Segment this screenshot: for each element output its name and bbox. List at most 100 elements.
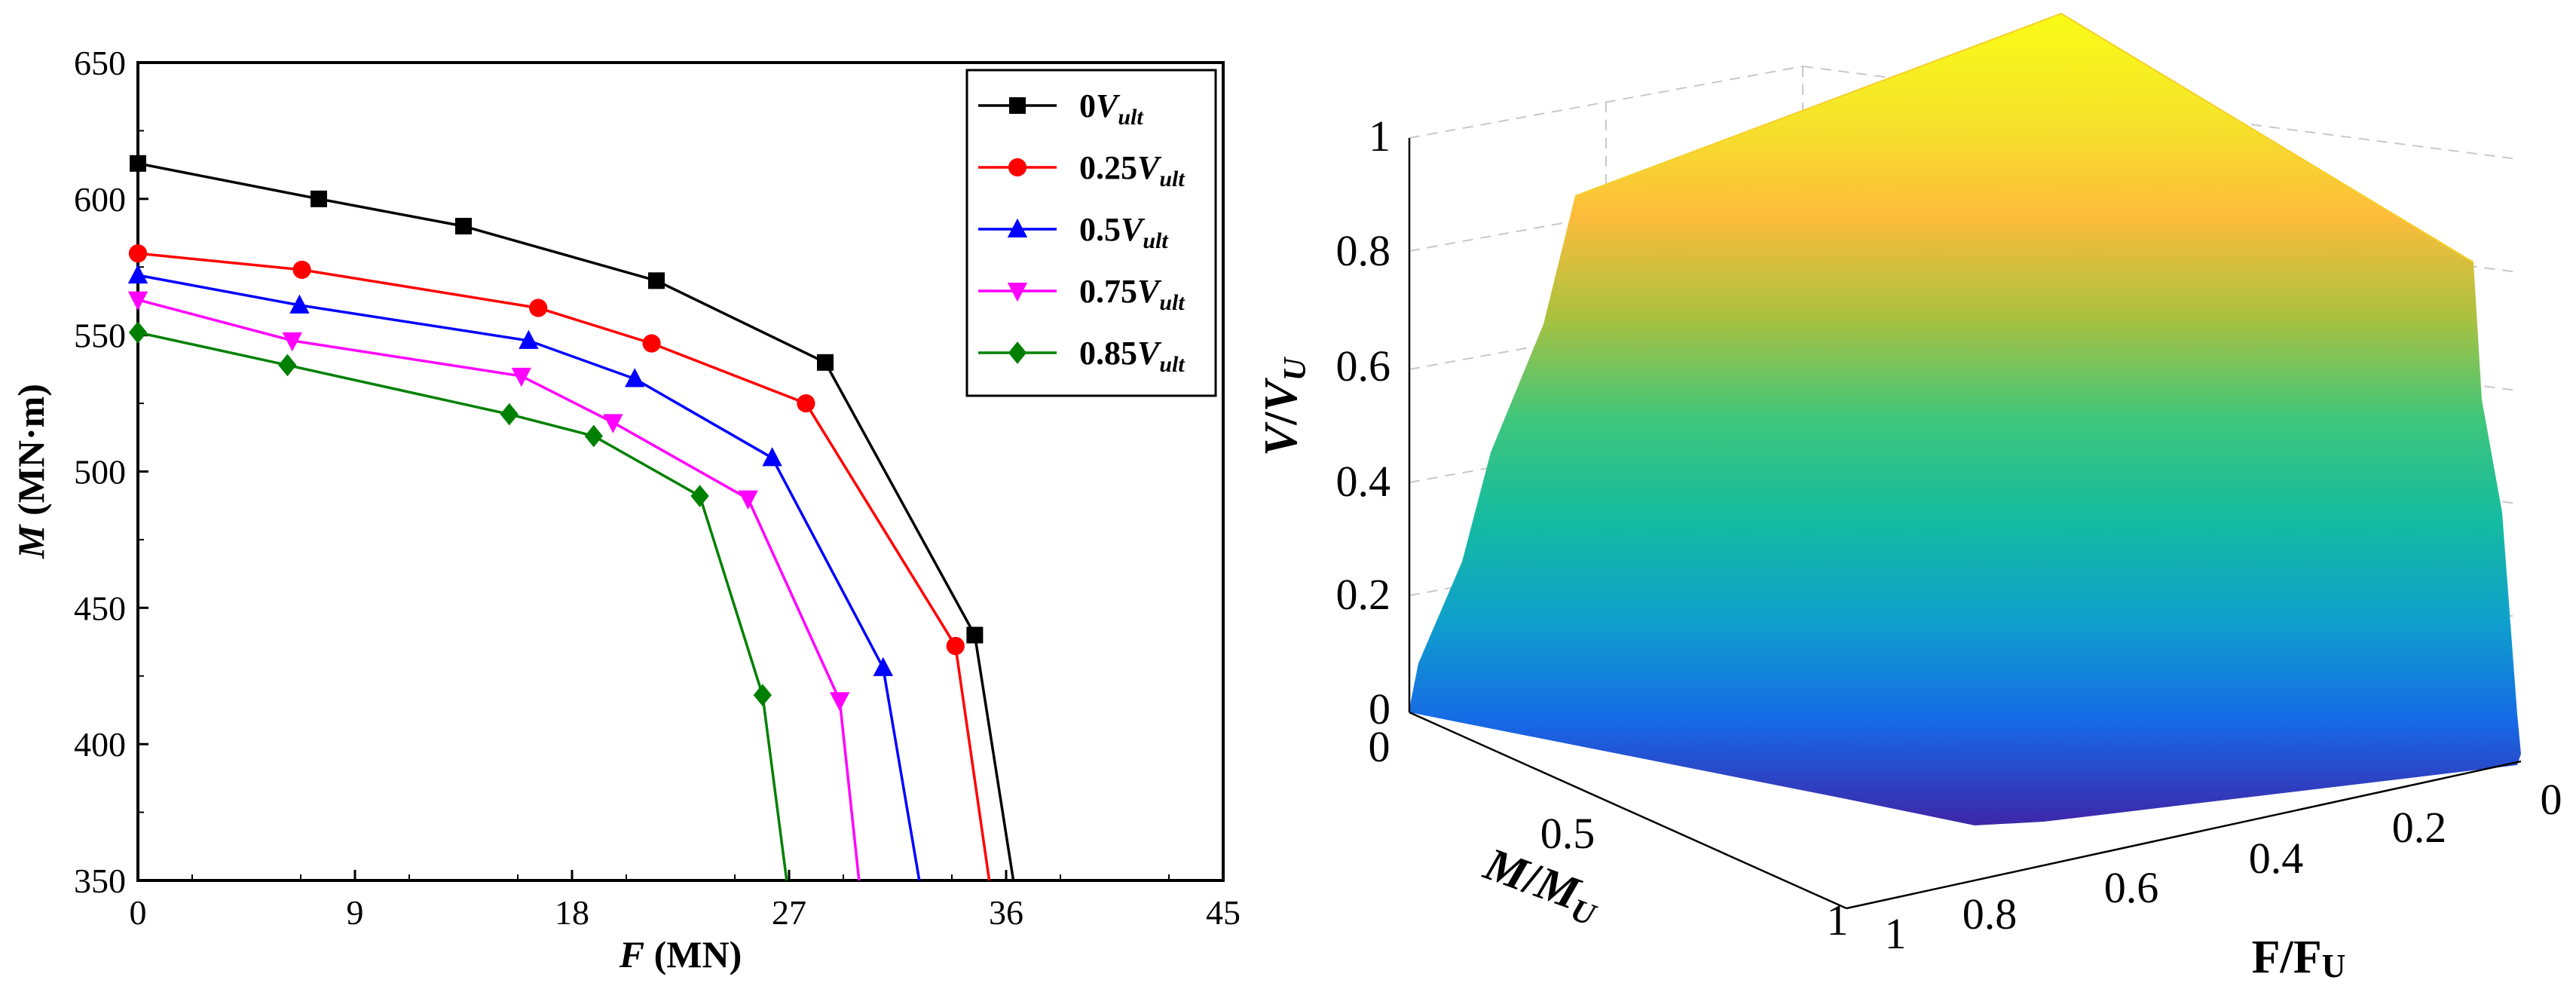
f-axis-label: F/FU (2252, 932, 2346, 984)
y-tick-label: 500 (74, 453, 126, 491)
surface-top-edge (1574, 12, 2474, 263)
x-axis-label: F (MN) (619, 933, 742, 975)
data-point (873, 657, 893, 676)
legend-entry: 0.85Vult (978, 335, 1186, 377)
f-tick-0.2: 0.2 (2392, 803, 2447, 852)
data-point (130, 155, 146, 172)
data-point (642, 334, 661, 353)
data-point (511, 367, 531, 387)
x-tick-label: 36 (989, 893, 1023, 932)
data-point (500, 403, 519, 426)
f-tick-1: 1 (1885, 909, 1907, 958)
data-point (292, 260, 311, 279)
y-tick-label: 350 (74, 862, 126, 900)
interaction-diagram-chart: 0 9 18 27 36 45 350 400 450 500 550 600 650 F (MN) M… (10, 44, 1241, 975)
series-0.75 (127, 291, 861, 880)
data-point (278, 354, 297, 377)
series-line (137, 274, 921, 880)
series-line (137, 298, 861, 880)
y-tick-label: 650 (74, 44, 126, 82)
data-point (762, 447, 782, 467)
data-point (690, 485, 709, 507)
legend: 0Vult 0.25Vult 0.5Vult 0.75Vult 0.85Vult (965, 69, 1217, 397)
data-point (529, 299, 548, 317)
legend-marker (1008, 341, 1027, 364)
data-point (603, 414, 623, 433)
series-0.5 (127, 264, 921, 880)
f-tick-labels: 0 0.2 0.4 0.6 0.8 1 (1885, 775, 2562, 958)
legend-entry: 0.75Vult (978, 273, 1186, 315)
series-line (137, 252, 991, 880)
data-point (455, 218, 472, 234)
data-point (282, 332, 302, 352)
x-tick-label: 18 (555, 893, 589, 932)
legend-marker (1007, 218, 1028, 237)
x-tick-label: 0 (130, 893, 147, 932)
m-tick-0: 0 (1369, 722, 1390, 771)
y-axis-label: M (MN·m) (10, 384, 52, 559)
series-0.25 (128, 244, 991, 880)
x-tick-label: 45 (1206, 893, 1241, 932)
series-layer (127, 155, 1015, 880)
z-tick-0.8: 0.8 (1336, 226, 1391, 275)
data-point (128, 244, 148, 263)
data-point (797, 393, 815, 413)
legend-entry: 0.5Vult (978, 211, 1169, 253)
f-tick-0.4: 0.4 (2249, 834, 2304, 883)
y-tick-label: 400 (74, 725, 126, 764)
legend-entry: 0.25Vult (978, 149, 1186, 191)
data-point (127, 291, 148, 311)
m-tick-1: 1 (1827, 896, 1849, 945)
f-tick-0: 0 (2541, 775, 2562, 824)
data-point (817, 354, 834, 371)
axis-ticks: 0 9 18 27 36 45 350 400 450 500 550 600 650 (74, 44, 1241, 932)
data-point (289, 294, 310, 314)
f-tick-0.8: 0.8 (1963, 889, 2018, 938)
z-tick-0: 0 (1369, 684, 1390, 733)
data-point (648, 272, 665, 289)
m-tick-labels: 0 0.5 1 (1369, 722, 1849, 945)
data-point (519, 329, 539, 349)
legend-label: 0.85Vult (1079, 335, 1186, 377)
legend-label: 0.25Vult (1079, 149, 1186, 191)
f-tick-0.6: 0.6 (2104, 863, 2159, 912)
surface-3d-chart: 0 0.2 0.4 0.6 0.8 1 0 0.5 1 0 0.2 0.4 0.… (1256, 12, 2562, 984)
x-tick-label: 27 (772, 893, 806, 932)
legend-marker (1007, 283, 1028, 302)
data-point (966, 626, 984, 644)
legend-label: 0Vult (1079, 87, 1144, 130)
z-tick-0.2: 0.2 (1336, 570, 1391, 619)
data-point (584, 424, 603, 448)
legend-label: 0.5Vult (1079, 211, 1169, 253)
data-point (127, 264, 148, 284)
legend-entry: 0Vult (978, 87, 1144, 130)
surface-polygon (1409, 14, 2521, 825)
data-point (830, 692, 850, 712)
data-point (946, 636, 965, 656)
data-point (753, 684, 772, 706)
m-tick-0.5: 0.5 (1540, 809, 1595, 858)
series-line (137, 331, 788, 880)
z-tick-labels: 0 0.2 0.4 0.6 0.8 1 (1336, 112, 1391, 733)
y-tick-label: 600 (74, 180, 126, 219)
legend-label: 0.75Vult (1079, 273, 1186, 315)
x-tick-label: 9 (347, 893, 364, 932)
z-tick-0.4: 0.4 (1336, 457, 1391, 506)
series-0 (130, 155, 1015, 880)
y-tick-label: 450 (74, 589, 126, 627)
z-axis-label: V/VU (1256, 356, 1313, 456)
data-point (311, 190, 327, 207)
box-axes (1408, 138, 2522, 910)
legend-marker (1008, 158, 1027, 177)
z-tick-0.6: 0.6 (1336, 341, 1391, 390)
series-line (137, 162, 1015, 880)
legend-box (965, 69, 1217, 397)
data-point (738, 490, 758, 510)
data-point (625, 368, 645, 387)
legend-marker (1009, 97, 1026, 114)
y-tick-label: 550 (74, 317, 126, 355)
series-0.85 (128, 321, 788, 880)
data-point (128, 321, 148, 344)
z-tick-1: 1 (1369, 112, 1390, 161)
